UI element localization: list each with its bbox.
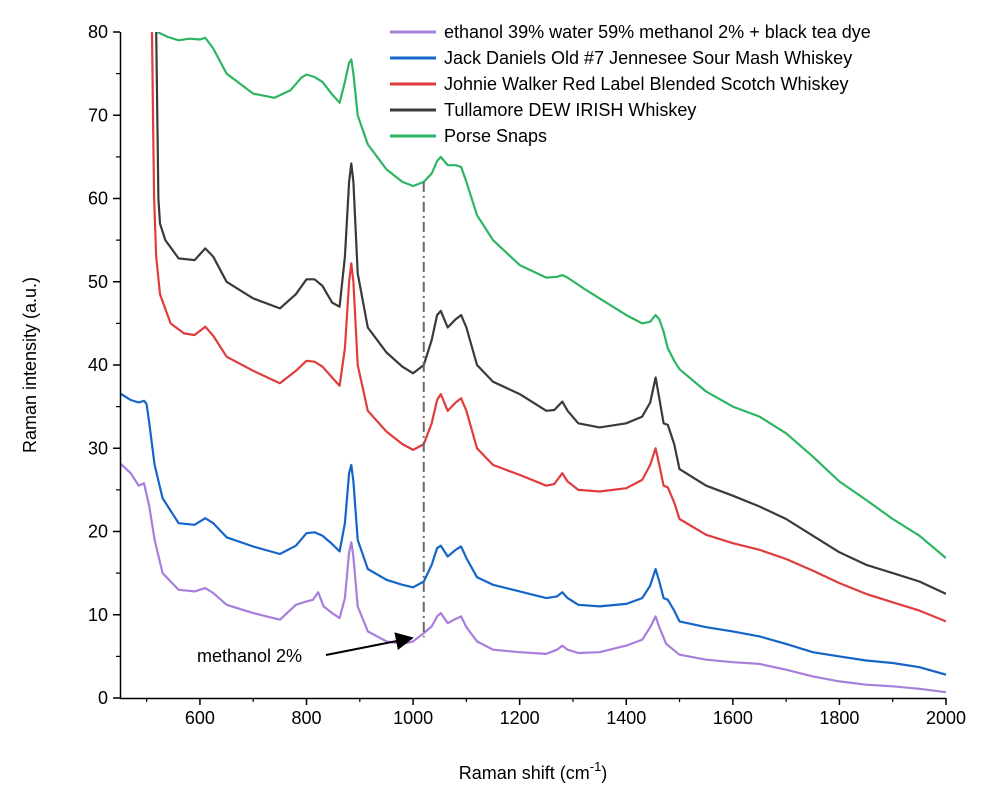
x-axis-title-suffix: ) [601, 763, 607, 783]
y-tick-label: 60 [88, 189, 108, 209]
y-axis-title: Raman intensity (a.u.) [20, 277, 40, 453]
x-tick-label: 600 [185, 708, 215, 728]
annotation-label: methanol 2% [197, 646, 302, 666]
y-tick-label: 80 [88, 22, 108, 42]
series-line-4 [155, 32, 946, 595]
x-tick-label: 1600 [713, 708, 753, 728]
x-axis-title-main: Raman shift (cm [459, 763, 590, 783]
series-line-2 [120, 392, 946, 676]
series-line-1 [120, 462, 946, 694]
axes: 600 800 1000 1200 1400 1600 1800 2000 0 10 20 30 40… [88, 22, 966, 728]
x-ticks: 600 800 1000 1200 1400 1600 1800 2000 [146, 698, 966, 728]
y-tick-label: 70 [88, 105, 108, 125]
y-tick-label: 10 [88, 605, 108, 625]
x-tick-label: 1000 [393, 708, 433, 728]
x-tick-label: 800 [291, 708, 321, 728]
y-tick-label: 40 [88, 355, 108, 375]
y-tick-label: 50 [88, 272, 108, 292]
x-tick-label: 1800 [819, 708, 859, 728]
x-axis-title-superscript: -1 [590, 759, 602, 774]
series-layer [120, 32, 946, 694]
series-line-3 [150, 32, 946, 623]
methanol-annotation: methanol 2% [197, 632, 414, 666]
y-tick-label: 0 [98, 688, 108, 708]
x-tick-label: 1200 [500, 708, 540, 728]
legend: ethanol 39% water 59% methanol 2% + blac… [390, 22, 871, 146]
y-tick-label: 30 [88, 438, 108, 458]
y-tick-label: 20 [88, 522, 108, 542]
x-axis-title: Raman shift (cm-1) [459, 759, 608, 783]
annotation-arrow [325, 632, 414, 656]
x-tick-label: 2000 [926, 708, 966, 728]
y-ticks: 0 10 20 30 40 50 60 70 80 [88, 22, 120, 708]
series-line-5 [156, 32, 946, 559]
legend-entry-label: Jack Daniels Old #7 Jennesee Sour Mash W… [444, 48, 852, 68]
legend-entry-label: Porse Snaps [444, 126, 547, 146]
legend-entry-label: Johnie Walker Red Label Blended Scotch W… [444, 74, 849, 94]
legend-entry-label: ethanol 39% water 59% methanol 2% + blac… [444, 22, 871, 42]
x-tick-label: 1400 [606, 708, 646, 728]
legend-entry-label: Tullamore DEW IRISH Whiskey [444, 100, 696, 120]
